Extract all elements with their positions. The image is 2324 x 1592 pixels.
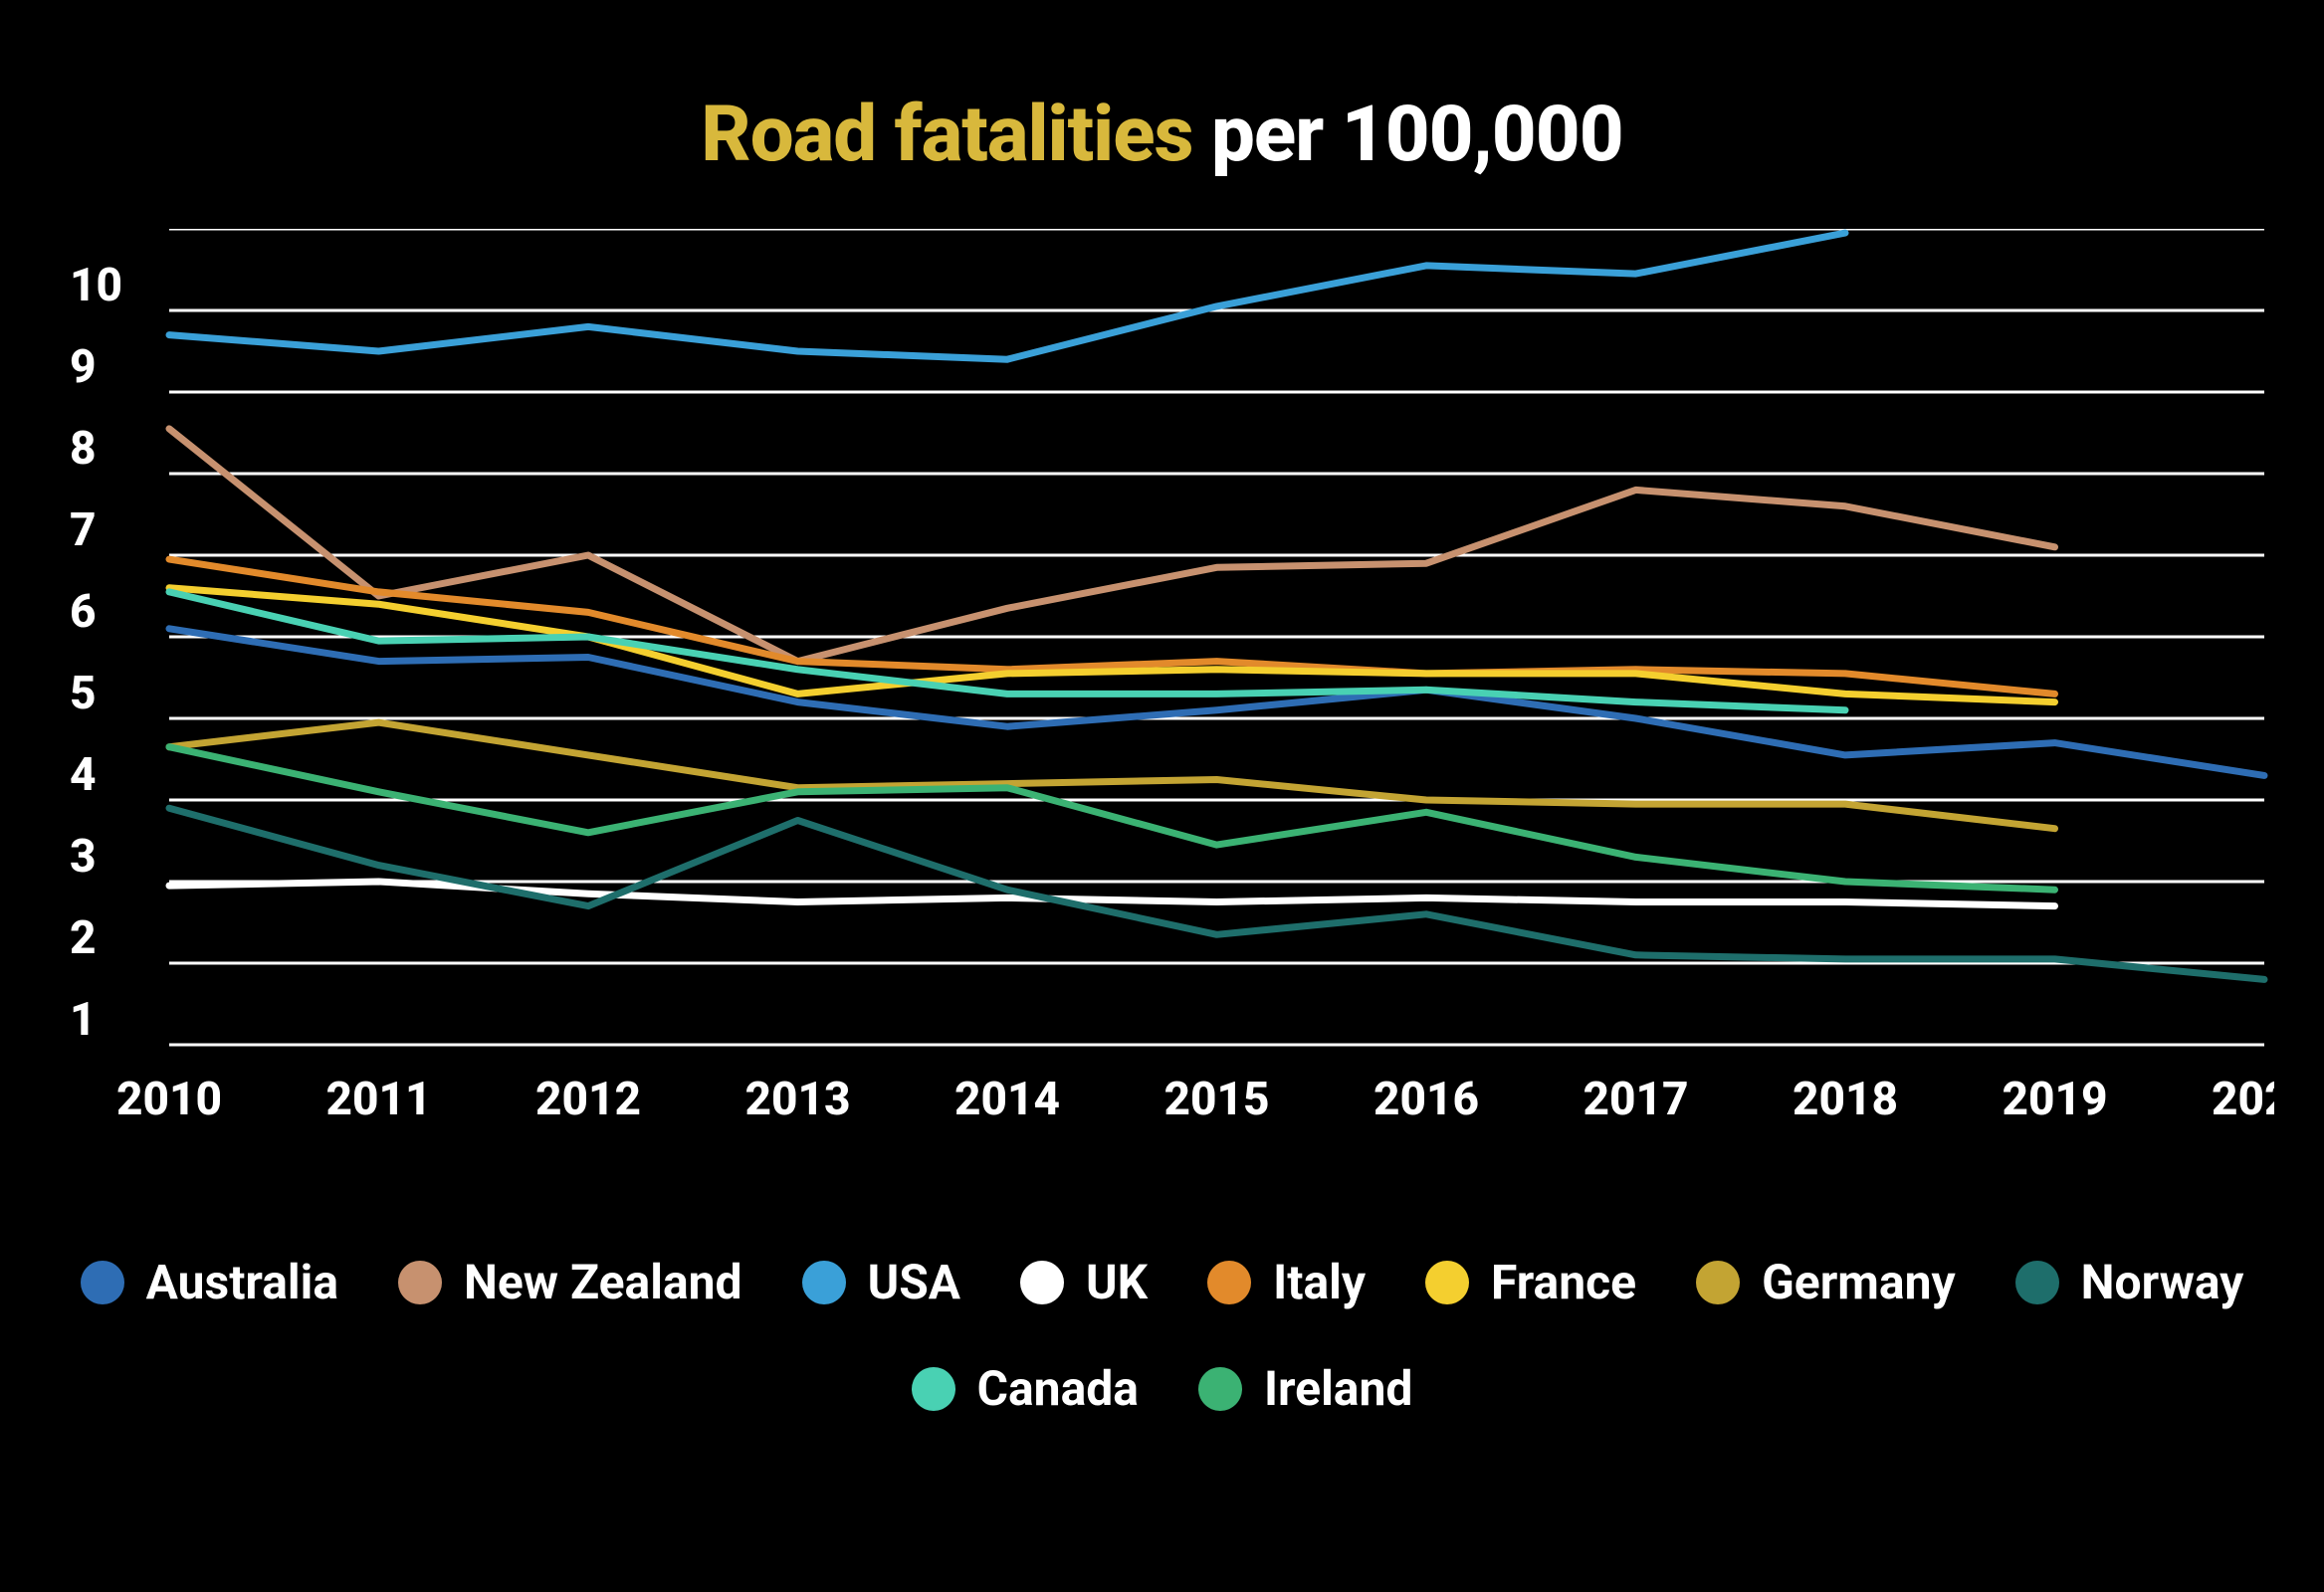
series-germany (169, 722, 2055, 829)
plot-area: 1 2 3 4 5 6 7 8 9 10 11 2010 2011 2012 2013 2014 2015 201… (50, 229, 2274, 1174)
legend-swatch-icon (802, 1261, 846, 1304)
legend-swatch-icon (1198, 1367, 1242, 1411)
chart-svg: 1 2 3 4 5 6 7 8 9 10 11 2010 2011 2012 2013 2014 2015 201… (50, 229, 2274, 1174)
legend-label: Ireland (1264, 1360, 1412, 1417)
chart-title-rest: per 100,000 (1193, 90, 1623, 180)
series-australia (169, 629, 2264, 776)
x-tick-label: 2017 (1583, 1073, 1688, 1126)
legend-swatch-icon (81, 1261, 124, 1304)
legend-row-1: Australia New Zealand USA UK Italy France Germ… (0, 1254, 2324, 1310)
legend-swatch-icon (1020, 1261, 1064, 1304)
y-tick-label: 6 (70, 585, 97, 639)
y-tick-label: 10 (70, 259, 122, 312)
series-ireland (169, 747, 2055, 891)
y-tick-label: 9 (70, 340, 97, 394)
y-tick-label: 1 (70, 993, 97, 1047)
legend-label: USA (868, 1254, 960, 1310)
legend-item-usa: USA (802, 1254, 960, 1310)
x-tick-label: 2014 (954, 1073, 1060, 1126)
legend-item-new-zealand: New Zealand (398, 1254, 742, 1310)
series-norway (169, 808, 2264, 979)
series-usa (169, 233, 1845, 359)
y-tick-label: 7 (70, 503, 97, 557)
legend-swatch-icon (1425, 1261, 1469, 1304)
legend-label: Norway (2081, 1254, 2244, 1310)
y-tick-label: 11 (70, 229, 122, 231)
x-tick-label: 2016 (1373, 1073, 1479, 1126)
x-tick-label: 2019 (2002, 1073, 2107, 1126)
x-tick-label: 2020 (2212, 1073, 2274, 1126)
legend-item-canada: Canada (912, 1360, 1139, 1417)
legend-label: Germany (1762, 1254, 1956, 1310)
legend-item-australia: Australia (81, 1254, 338, 1310)
chart-title-accent: Road fatalities (701, 90, 1192, 180)
series-new-zealand (169, 429, 2055, 662)
x-tick-label: 2010 (116, 1073, 222, 1126)
legend-label: Australia (146, 1254, 338, 1310)
legend-row-2: Canada Ireland (0, 1360, 2324, 1417)
legend-swatch-icon (912, 1367, 955, 1411)
legend-label: Canada (977, 1360, 1139, 1417)
legend-label: UK (1086, 1254, 1148, 1310)
legend-label: Italy (1273, 1254, 1366, 1310)
x-tick-label: 2013 (744, 1073, 850, 1126)
legend-swatch-icon (2015, 1261, 2059, 1304)
x-tick-label: 2018 (1793, 1073, 1898, 1126)
chart-container: Road fatalities per 100,000 123456789101… (0, 0, 2324, 1592)
legend-swatch-icon (1696, 1261, 1740, 1304)
x-tick-label: 2011 (325, 1073, 431, 1126)
y-tick-label: 8 (70, 422, 97, 476)
y-tick-label: 5 (70, 667, 97, 720)
y-tick-label: 4 (70, 748, 97, 802)
y-tick-label: 2 (70, 911, 97, 965)
legend-item-france: France (1425, 1254, 1636, 1310)
series-france (169, 588, 2055, 702)
legend-label: New Zealand (464, 1254, 742, 1310)
x-tick-label: 2015 (1163, 1073, 1269, 1126)
legend-item-italy: Italy (1207, 1254, 1366, 1310)
legend-item-germany: Germany (1696, 1254, 1956, 1310)
series-uk (169, 882, 2055, 906)
legend-swatch-icon (1207, 1261, 1251, 1304)
chart-title: Road fatalities per 100,000 (0, 0, 2324, 180)
legend-label: France (1491, 1254, 1636, 1310)
legend-item-uk: UK (1020, 1254, 1148, 1310)
y-tick-label: 3 (70, 830, 97, 884)
legend-item-norway: Norway (2015, 1254, 2244, 1310)
x-tick-label: 2012 (535, 1073, 641, 1126)
legend-swatch-icon (398, 1261, 442, 1304)
legend: Australia New Zealand USA UK Italy France Germ… (0, 1254, 2324, 1467)
legend-item-ireland: Ireland (1198, 1360, 1412, 1417)
